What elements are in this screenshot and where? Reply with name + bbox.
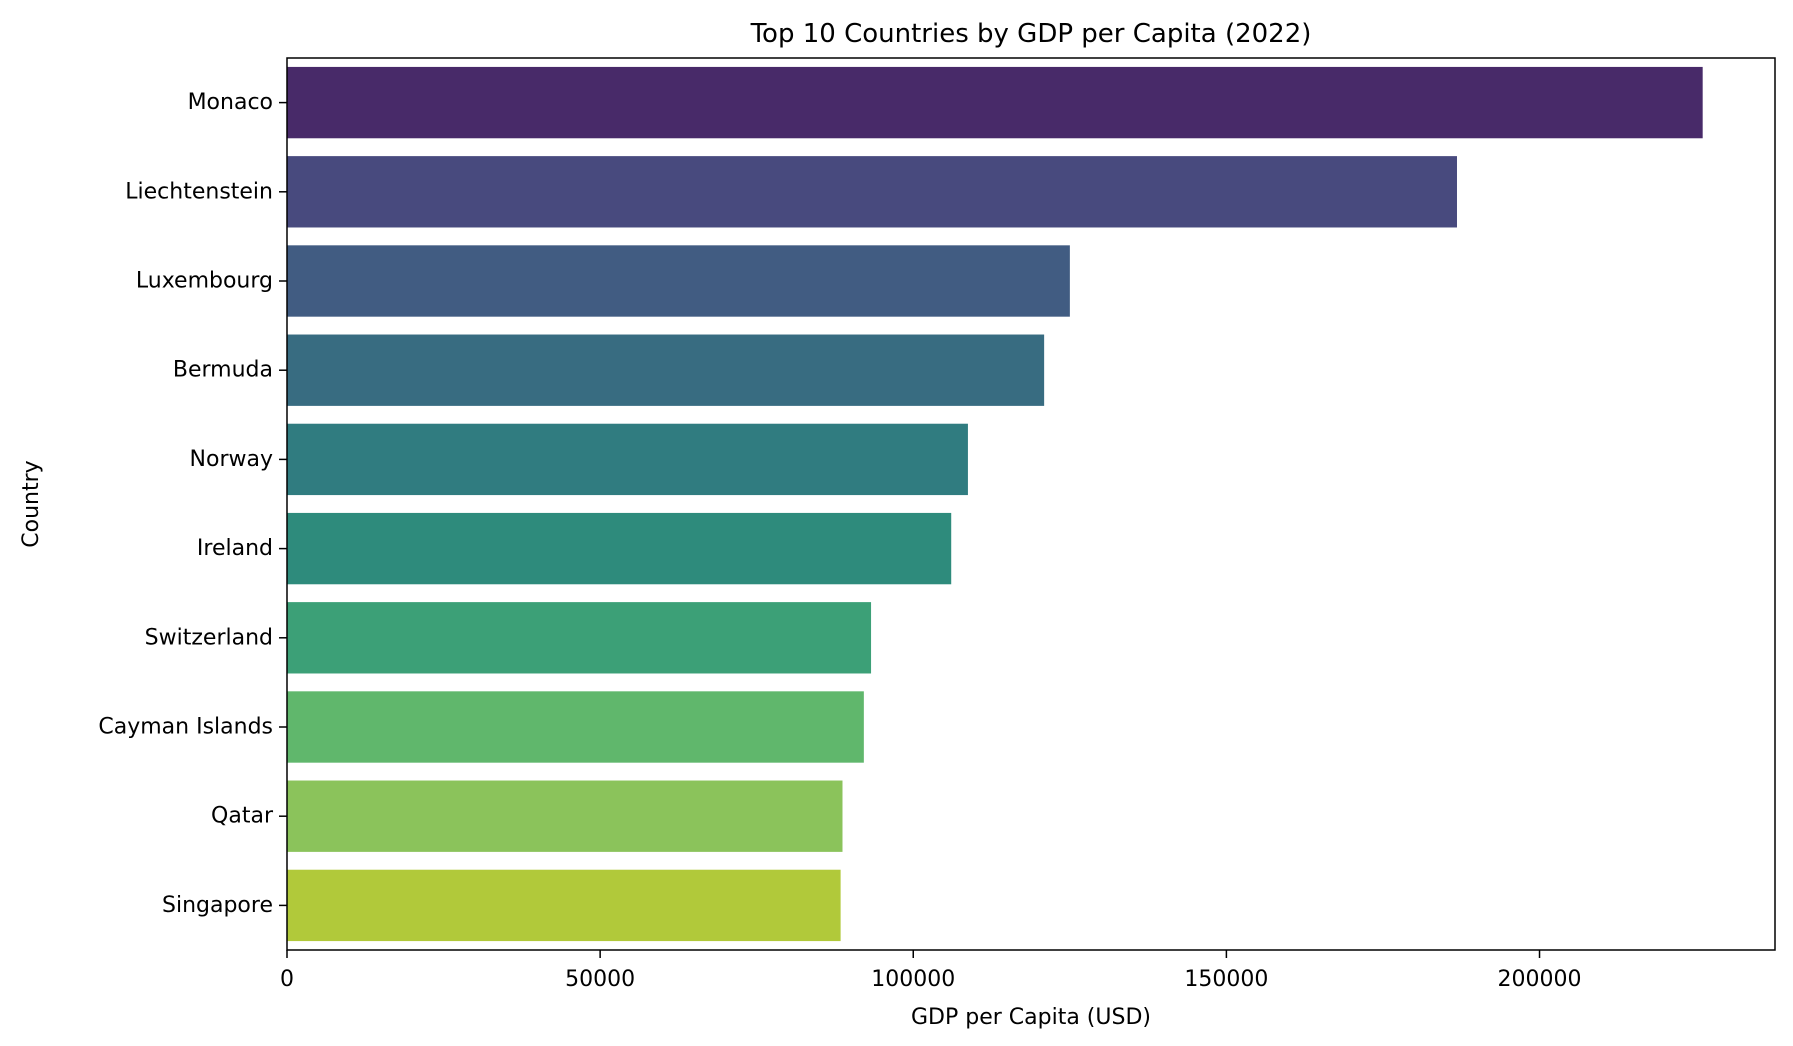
chart-title: Top 10 Countries by GDP per Capita (2022…: [750, 19, 1312, 49]
bar-switzerland: [287, 602, 872, 674]
bar-ireland: [287, 512, 952, 585]
y-tick-label-qatar: Qatar: [211, 804, 274, 829]
y-tick-label-singapore: Singapore: [162, 893, 273, 918]
y-tick-label-switzerland: Switzerland: [145, 625, 273, 650]
x-axis-label: GDP per Capita (USD): [911, 1005, 1151, 1030]
bar-norway: [287, 423, 968, 496]
y-tick-label-norway: Norway: [190, 447, 273, 472]
bar-monaco: [287, 66, 1703, 139]
x-tick-label-150000: 150000: [1184, 967, 1268, 992]
bar-liechtenstein: [287, 156, 1457, 228]
bar-cayman-islands: [287, 691, 864, 763]
y-tick-label-luxembourg: Luxembourg: [136, 269, 273, 294]
bar-bermuda: [287, 334, 1045, 406]
bar-singapore: [287, 869, 841, 942]
x-tick-label-50000: 50000: [565, 967, 635, 992]
plot-frame: [286, 57, 1776, 951]
y-tick-label-monaco: Monaco: [188, 90, 273, 115]
bar-qatar: [287, 780, 843, 852]
y-tick-label-bermuda: Bermuda: [173, 358, 273, 383]
x-tick-label-0: 0: [280, 967, 294, 992]
plot-area: Monaco Liechtenstein Luxembourg Bermuda Norw…: [98, 66, 1703, 992]
y-tick-label-liechtenstein: Liechtenstein: [125, 179, 273, 204]
x-tick-label-200000: 200000: [1498, 967, 1582, 992]
x-tick-label-100000: 100000: [871, 967, 955, 992]
y-tick-label-ireland: Ireland: [197, 536, 273, 561]
y-axis-label: Country: [19, 460, 44, 547]
y-tick-label-cayman-islands: Cayman Islands: [98, 715, 273, 740]
bar-luxembourg: [287, 245, 1070, 317]
